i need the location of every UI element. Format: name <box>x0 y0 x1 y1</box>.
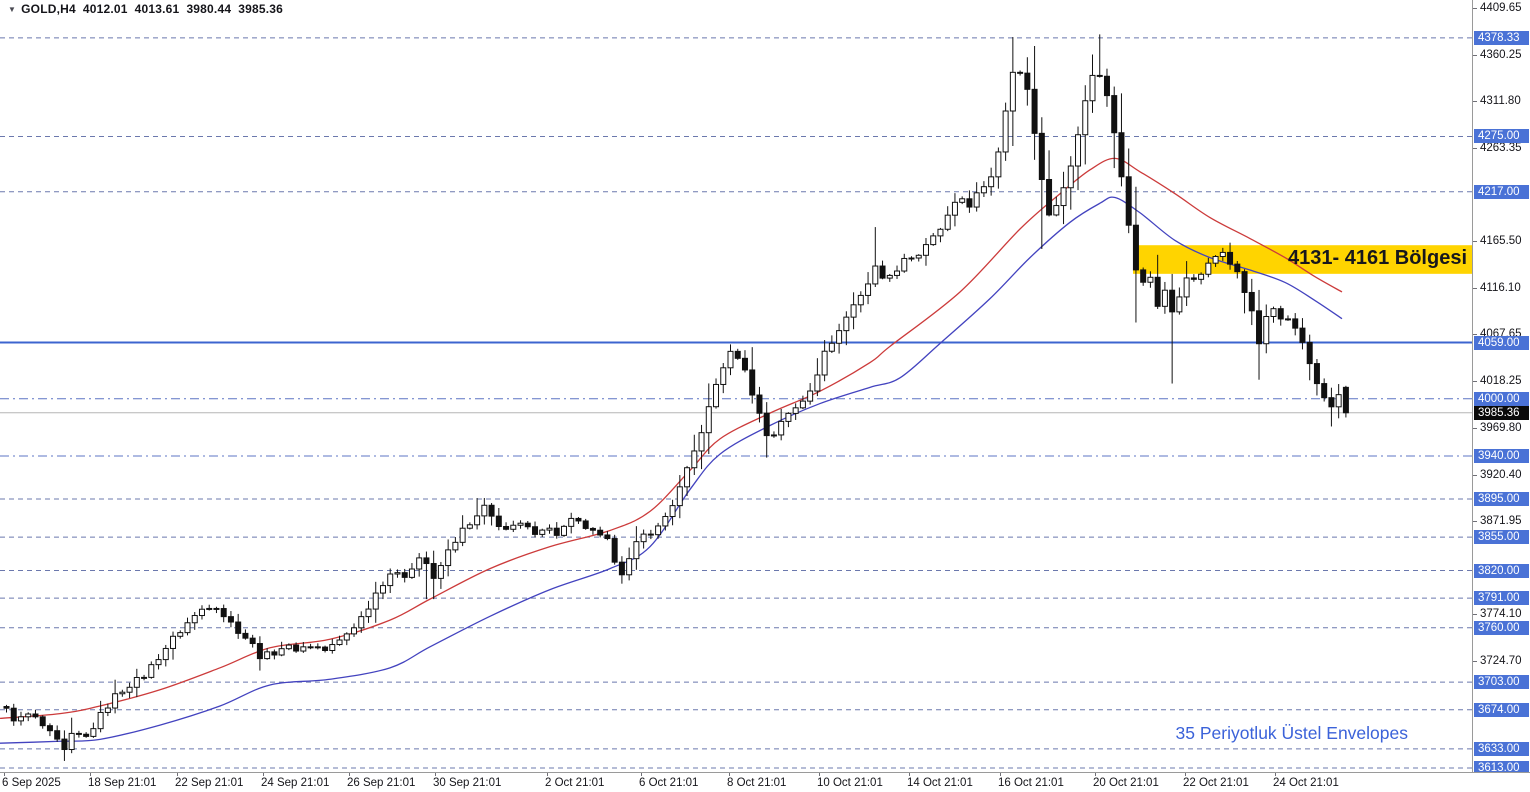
price-tick-mark <box>1473 427 1477 429</box>
candles <box>3 34 1349 761</box>
chart-canvas[interactable] <box>0 0 1472 772</box>
date-label: 20 Oct 21:01 <box>1093 777 1159 789</box>
level-price-label: 3820.00 <box>1474 563 1529 578</box>
price-tick-mark <box>1473 614 1477 616</box>
price-tick-label: 4018.25 <box>1480 375 1522 388</box>
ohlc-low: 3980.44 <box>186 2 232 16</box>
level-price-label: 4217.00 <box>1474 184 1529 199</box>
level-price-label: 4378.33 <box>1474 30 1529 45</box>
chart-header: ▼ GOLD,H4 4012.01 4013.61 3980.44 3985.3… <box>8 1 290 17</box>
price-tick-label: 4263.35 <box>1480 141 1522 154</box>
time-axis[interactable]: 6 Sep 2025 18 Sep 21:01 22 Sep 21:01 24 Sep… <box>0 772 1530 792</box>
price-tick-label: 4360.25 <box>1480 49 1522 62</box>
level-price-label: 3940.00 <box>1474 449 1529 464</box>
ohlc-high: 4013.61 <box>134 2 180 16</box>
price-tick-label: 3871.95 <box>1480 514 1522 527</box>
date-label: 26 Sep 21:01 <box>347 777 416 789</box>
price-tick-mark <box>1473 661 1477 663</box>
date-label: 6 Sep 2025 <box>2 777 61 789</box>
level-price-label: 3791.00 <box>1474 591 1529 606</box>
ohlc-close: 3985.36 <box>238 2 283 16</box>
price-axis[interactable]: 4409.65 4360.25 4311.80 4263.35 4165.50 4116.… <box>1472 0 1530 775</box>
date-label: 8 Oct 21:01 <box>727 777 787 789</box>
price-tick-mark <box>1473 240 1477 242</box>
date-tick-mark <box>1000 773 1001 776</box>
price-tick-mark <box>1473 288 1477 290</box>
level-price-label: 4275.00 <box>1474 129 1529 144</box>
date-tick-mark <box>641 773 642 776</box>
level-price-label: 3855.00 <box>1474 530 1529 545</box>
date-label: 14 Oct 21:01 <box>907 777 973 789</box>
level-price-label: 3613.00 <box>1474 760 1529 775</box>
level-price-label: 3760.00 <box>1474 620 1529 635</box>
price-tick-label: 3724.70 <box>1480 655 1522 668</box>
date-tick-mark <box>1275 773 1276 776</box>
price-tick-mark <box>1473 147 1477 149</box>
level-price-label: 3703.00 <box>1474 675 1529 690</box>
ohlc-open: 4012.01 <box>82 2 128 16</box>
date-tick-mark <box>1185 773 1186 776</box>
level-price-label: 4059.00 <box>1474 335 1529 350</box>
date-tick-mark <box>909 773 910 776</box>
envelope-note[interactable]: 35 Periyotluk Üstel Envelopes <box>1175 723 1408 743</box>
date-label: 24 Oct 21:01 <box>1273 777 1339 789</box>
current-price-label: 3985.36 <box>1474 405 1529 420</box>
level-price-label: 3674.00 <box>1474 702 1529 717</box>
date-tick-mark <box>435 773 436 776</box>
upper-envelope-line <box>0 157 1343 720</box>
date-label: 6 Oct 21:01 <box>639 777 699 789</box>
date-tick-mark <box>729 773 730 776</box>
price-tick-label: 4165.50 <box>1480 234 1522 247</box>
price-tick-mark <box>1473 334 1477 336</box>
price-tick-mark <box>1473 381 1477 383</box>
date-label: 16 Oct 21:01 <box>998 777 1064 789</box>
date-label: 30 Sep 21:01 <box>433 777 502 789</box>
price-tick-label: 4409.65 <box>1480 2 1522 14</box>
date-tick-mark <box>547 773 548 776</box>
price-tick-mark <box>1473 520 1477 522</box>
level-price-label: 3895.00 <box>1474 491 1529 506</box>
date-tick-mark <box>263 773 264 776</box>
level-price-label: 4000.00 <box>1474 391 1529 406</box>
zone-label[interactable]: 4131- 4161 Bölgesi <box>1288 247 1467 269</box>
date-label: 24 Sep 21:01 <box>261 777 330 789</box>
price-tick-mark <box>1473 55 1477 57</box>
date-tick-mark <box>349 773 350 776</box>
level-price-label: 3633.00 <box>1474 741 1529 756</box>
price-tick-mark <box>1473 101 1477 103</box>
date-tick-mark <box>819 773 820 776</box>
symbol-timeframe: GOLD,H4 <box>21 2 76 16</box>
price-tick-label: 3920.40 <box>1480 468 1522 481</box>
price-tick-label: 4311.80 <box>1480 95 1521 108</box>
price-tick-label: 4116.10 <box>1480 282 1521 295</box>
price-tick-label: 3969.80 <box>1480 421 1522 434</box>
date-label: 2 Oct 21:01 <box>545 777 605 789</box>
date-tick-mark <box>4 773 5 776</box>
date-label: 10 Oct 21:01 <box>817 777 883 789</box>
date-label: 22 Sep 21:01 <box>175 777 244 789</box>
date-tick-mark <box>1095 773 1096 776</box>
date-label: 18 Sep 21:01 <box>88 777 157 789</box>
date-tick-mark <box>177 773 178 776</box>
expand-arrow-icon[interactable]: ▼ <box>8 4 17 14</box>
price-tick-mark <box>1473 474 1477 476</box>
price-tick-mark <box>1473 8 1477 9</box>
date-tick-mark <box>90 773 91 776</box>
date-label: 22 Oct 21:01 <box>1183 777 1249 789</box>
price-tick-label: 3774.10 <box>1480 608 1522 621</box>
